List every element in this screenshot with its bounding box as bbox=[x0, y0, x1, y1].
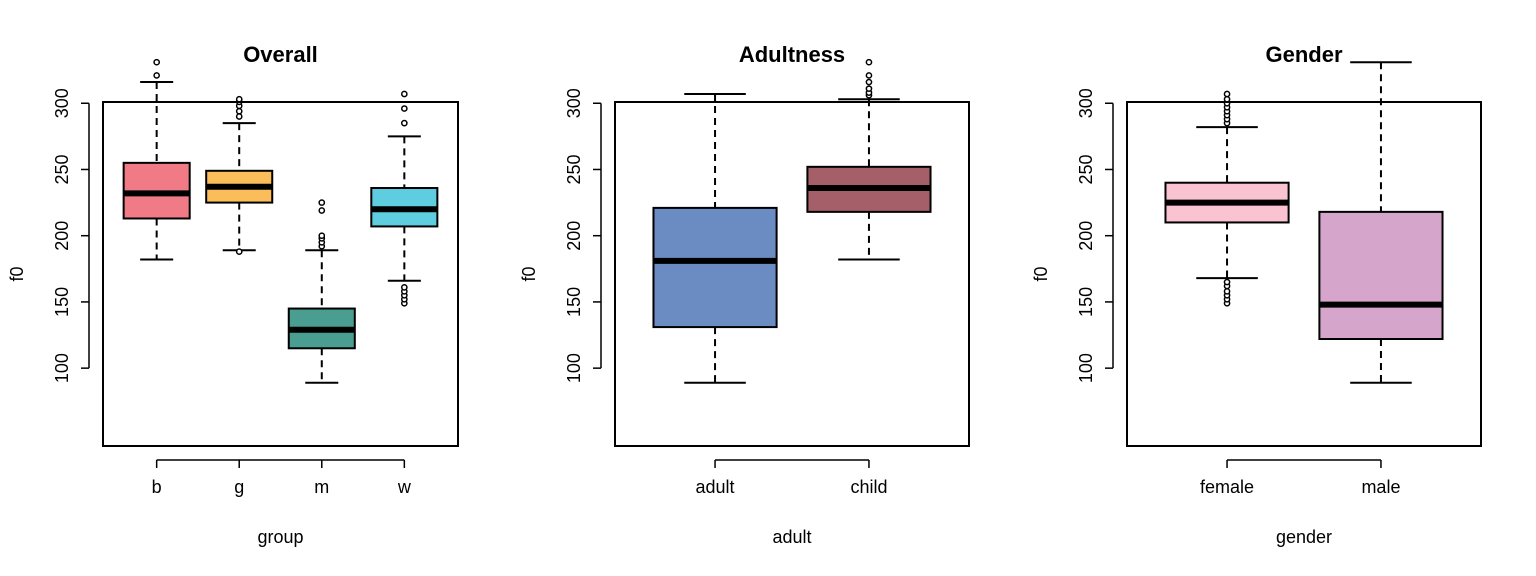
outlier-point bbox=[318, 207, 326, 214]
box-w bbox=[370, 90, 439, 307]
outlier-point bbox=[1223, 287, 1231, 295]
y-tick-label: 300 bbox=[1076, 88, 1096, 118]
y-tick-label: 250 bbox=[52, 154, 72, 184]
y-tick-label: 200 bbox=[1076, 221, 1096, 251]
x-tick-label: m bbox=[314, 477, 329, 497]
box-g bbox=[205, 95, 274, 255]
x-tick-label: male bbox=[1361, 477, 1400, 497]
plot-frame bbox=[1126, 101, 1482, 447]
x-axis-title: gender bbox=[1276, 527, 1332, 547]
y-tick-label: 250 bbox=[564, 154, 584, 184]
outlier-point bbox=[318, 199, 326, 206]
x-axis-title: group bbox=[257, 527, 303, 547]
outlier-point bbox=[153, 72, 161, 79]
y-tick-label: 100 bbox=[564, 353, 584, 383]
outlier-point bbox=[235, 107, 243, 115]
box-m bbox=[287, 199, 356, 384]
box-adult bbox=[652, 92, 778, 384]
x-tick-label: b bbox=[152, 477, 162, 497]
outlier-point bbox=[865, 78, 873, 86]
box-child bbox=[806, 58, 932, 261]
y-tick-label: 300 bbox=[564, 88, 584, 118]
x-tick-label: female bbox=[1200, 477, 1254, 497]
outlier-point bbox=[865, 72, 873, 79]
chart-title: Adultness bbox=[739, 42, 845, 67]
y-tick-label: 150 bbox=[564, 287, 584, 317]
y-tick-label: 150 bbox=[1076, 287, 1096, 317]
y-tick-label: 200 bbox=[564, 221, 584, 251]
outlier-point bbox=[400, 284, 408, 291]
chart-panel-2: Adultness adult f0 100 150 200 250 300 adult chil… bbox=[519, 42, 970, 547]
y-axis-title: f0 bbox=[1031, 266, 1051, 281]
y-axis-title: f0 bbox=[7, 266, 27, 281]
box-rect bbox=[1318, 210, 1444, 341]
outlier-point bbox=[1223, 90, 1231, 98]
outlier-point bbox=[865, 85, 873, 93]
outlier-point bbox=[865, 58, 873, 66]
plot-frame bbox=[102, 101, 459, 447]
y-tick-label: 200 bbox=[52, 221, 72, 251]
x-tick-label: g bbox=[234, 477, 244, 497]
y-tick-label: 100 bbox=[52, 353, 72, 383]
y-axis-title: f0 bbox=[519, 266, 539, 281]
outlier-point bbox=[235, 248, 243, 255]
outlier-point bbox=[318, 232, 326, 240]
outlier-point bbox=[153, 58, 161, 66]
x-axis-title: adult bbox=[772, 527, 811, 547]
outlier-point bbox=[235, 113, 243, 120]
chart-panel-3: Gender gender f0 100 150 200 250 300 female male bbox=[1031, 42, 1482, 547]
outlier-point bbox=[1223, 278, 1231, 286]
chart-title: Gender bbox=[1265, 42, 1342, 67]
box-female bbox=[1164, 90, 1290, 307]
x-tick-label: w bbox=[397, 477, 412, 497]
plot-frame bbox=[614, 101, 970, 447]
y-tick-label: 300 bbox=[52, 88, 72, 118]
chart-panel-1: Overall group f0 100 150 200 250 300 b g m w bbox=[7, 42, 459, 547]
y-tick-label: 150 bbox=[52, 287, 72, 317]
outlier-point bbox=[400, 119, 408, 127]
x-tick-label: adult bbox=[696, 477, 735, 497]
y-tick-label: 250 bbox=[1076, 154, 1096, 184]
x-tick-label: child bbox=[850, 477, 887, 497]
chart-title: Overall bbox=[243, 42, 318, 67]
box-b bbox=[122, 58, 191, 261]
y-tick-label: 100 bbox=[1076, 353, 1096, 383]
outlier-point bbox=[400, 105, 408, 112]
box-rect bbox=[652, 206, 778, 329]
outlier-point bbox=[400, 90, 408, 98]
box-male bbox=[1318, 61, 1444, 384]
